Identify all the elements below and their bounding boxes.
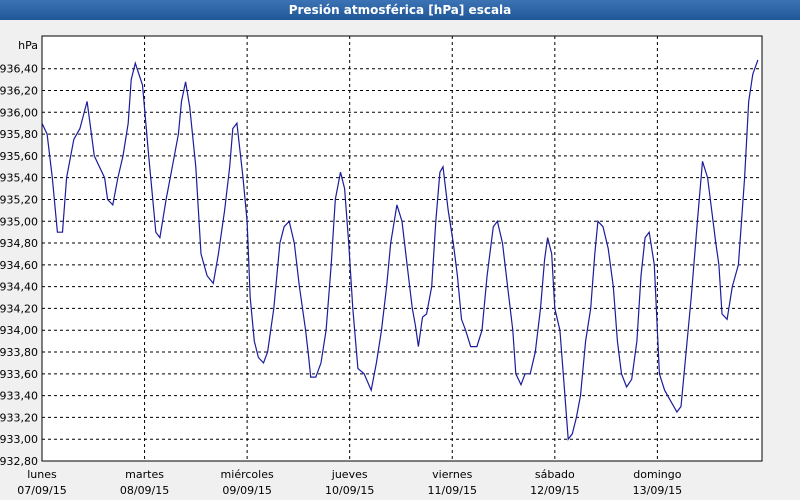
title-bar	[0, 0, 800, 20]
x-tick-date: 10/09/15	[325, 484, 374, 497]
x-tick-label: martes	[125, 468, 164, 481]
x-tick-label: viernes	[432, 468, 472, 481]
y-axis-label: hPa	[18, 39, 38, 52]
y-tick-label: 932,80	[0, 455, 38, 468]
y-tick-label: 934,00	[0, 324, 38, 337]
x-tick-label: lunes	[27, 468, 57, 481]
y-tick-label: 935,60	[0, 150, 38, 163]
chart-title: Presión atmosférica [hPa] escala	[289, 3, 512, 17]
y-tick-label: 935,20	[0, 193, 38, 206]
plot-area	[41, 35, 763, 462]
x-tick-date: 07/09/15	[17, 484, 66, 497]
y-tick-label: 936,00	[0, 106, 38, 119]
x-tick-date: 13/09/15	[633, 484, 682, 497]
y-tick-label: 934,60	[0, 259, 38, 272]
y-tick-label: 934,40	[0, 281, 38, 294]
y-tick-label: 933,20	[0, 411, 38, 424]
y-tick-label: 934,80	[0, 237, 38, 250]
y-tick-label: 936,20	[0, 84, 38, 97]
y-tick-label: 934,20	[0, 302, 38, 315]
x-tick-date: 12/09/15	[530, 484, 579, 497]
x-tick-date: 09/09/15	[222, 484, 271, 497]
y-tick-label: 936,40	[0, 63, 38, 76]
y-tick-label: 935,40	[0, 172, 38, 185]
y-tick-label: 933,60	[0, 368, 38, 381]
x-tick-label: miércoles	[221, 468, 274, 481]
y-tick-label: 933,00	[0, 433, 38, 446]
y-tick-label: 933,40	[0, 390, 38, 403]
y-tick-label: 935,00	[0, 215, 38, 228]
x-tick-date: 08/09/15	[120, 484, 169, 497]
y-tick-label: 935,80	[0, 128, 38, 141]
x-tick-label: sábado	[535, 468, 575, 481]
y-tick-label: 933,80	[0, 346, 38, 359]
x-tick-date: 11/09/15	[428, 484, 477, 497]
x-tick-label: domingo	[633, 468, 681, 481]
x-tick-label: jueves	[331, 468, 368, 481]
data-line	[41, 59, 759, 441]
